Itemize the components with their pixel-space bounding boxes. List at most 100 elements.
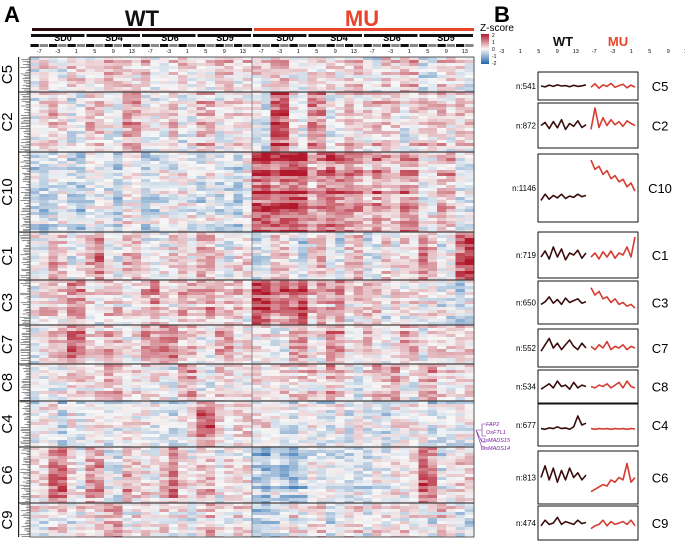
heatmap-cell bbox=[446, 277, 456, 281]
heatmap-cell bbox=[159, 292, 170, 296]
heatmap-cell bbox=[446, 319, 456, 323]
heatmap-cell bbox=[196, 218, 207, 222]
heatmap-cell bbox=[252, 119, 262, 123]
heatmap-cell bbox=[196, 212, 207, 216]
heatmap-cell bbox=[141, 84, 151, 88]
heatmap-cell bbox=[335, 307, 345, 311]
heatmap-cell bbox=[335, 113, 345, 117]
heatmap-cell bbox=[270, 355, 281, 359]
heatmap-cell bbox=[363, 286, 373, 290]
heatmap-cell bbox=[150, 283, 160, 287]
heatmap-cell bbox=[242, 304, 253, 308]
heatmap-cell bbox=[85, 95, 96, 99]
heatmap-cell bbox=[76, 340, 86, 344]
heatmap-cell bbox=[381, 173, 392, 177]
heatmap-cell bbox=[233, 90, 244, 93]
heatmap-cell bbox=[113, 84, 123, 88]
heatmap-cell bbox=[409, 307, 419, 311]
heatmap-cell bbox=[48, 66, 59, 70]
heatmap-cell bbox=[122, 84, 133, 88]
heatmap-cell bbox=[307, 84, 318, 88]
heatmap-cell bbox=[455, 119, 466, 123]
heatmap-cell bbox=[390, 167, 401, 171]
heatmap-cell bbox=[418, 343, 429, 347]
heatmap-cell bbox=[113, 304, 123, 308]
heatmap-cell bbox=[39, 304, 49, 308]
heatmap-cell bbox=[390, 352, 401, 356]
heatmap-cell bbox=[372, 125, 382, 129]
heatmap-cell bbox=[196, 161, 207, 165]
heatmap-cell bbox=[446, 191, 456, 195]
heatmap-cell bbox=[94, 268, 105, 272]
heatmap-cell bbox=[168, 200, 179, 204]
heatmap-cell bbox=[85, 161, 96, 165]
heatmap-cell bbox=[344, 122, 355, 126]
heatmap-cell bbox=[427, 161, 438, 165]
heatmap-cell bbox=[437, 298, 447, 302]
heatmap-cell bbox=[48, 87, 59, 91]
heatmap-cell bbox=[76, 238, 86, 242]
heatmap-cell bbox=[159, 283, 170, 287]
heatmap-cell bbox=[48, 206, 59, 210]
heatmap-cell bbox=[252, 230, 262, 233]
heatmap-cell bbox=[353, 319, 364, 323]
heatmap-cell bbox=[159, 215, 170, 219]
heatmap-cell bbox=[455, 98, 466, 102]
heatmap-cell bbox=[168, 265, 179, 269]
heatmap-cell bbox=[381, 268, 392, 272]
heatmap-cell bbox=[437, 197, 447, 201]
heatmap-cell bbox=[270, 289, 281, 293]
heatmap-cell bbox=[418, 307, 429, 311]
heatmap-cell bbox=[381, 60, 392, 64]
heatmap-cell bbox=[196, 134, 207, 138]
heatmap-cell bbox=[131, 283, 142, 287]
heatmap-cell bbox=[326, 256, 336, 260]
heatmap-cell bbox=[233, 179, 244, 183]
heatmap-cell bbox=[39, 182, 49, 186]
heatmap-cell bbox=[178, 349, 188, 353]
heatmap-cell bbox=[381, 349, 392, 353]
heatmap-cell bbox=[224, 69, 234, 73]
heatmap-cell bbox=[168, 346, 179, 350]
heatmap-cell bbox=[326, 241, 336, 245]
heatmap-cell bbox=[187, 152, 197, 156]
heatmap-cell bbox=[437, 119, 447, 123]
panel-a-label: A bbox=[4, 2, 20, 27]
heatmap-cell bbox=[372, 337, 382, 341]
heatmap-cell bbox=[196, 289, 207, 293]
heatmap-cell bbox=[215, 125, 225, 129]
heatmap-cell bbox=[57, 57, 68, 61]
heatmap-cell bbox=[233, 316, 244, 320]
heatmap-cell bbox=[178, 235, 188, 239]
heatmap-cell bbox=[270, 337, 281, 341]
heatmap-cell bbox=[168, 146, 179, 150]
heatmap-cell bbox=[261, 313, 271, 317]
heatmap-cell bbox=[464, 203, 475, 207]
heatmap-cell bbox=[289, 316, 299, 320]
heatmap-cell bbox=[316, 164, 327, 168]
heatmap-cell bbox=[48, 122, 59, 126]
heatmap-cell bbox=[390, 221, 401, 225]
heatmap-cell bbox=[113, 197, 123, 201]
heatmap-cell bbox=[205, 101, 216, 105]
heatmap-cell bbox=[363, 137, 373, 141]
heatmap-cell bbox=[289, 331, 299, 335]
heatmap-cell bbox=[289, 69, 299, 73]
heatmap-cell bbox=[57, 271, 68, 275]
heatmap-cell bbox=[242, 191, 253, 195]
heatmap-cell bbox=[85, 152, 96, 156]
heatmap-cell bbox=[363, 78, 373, 82]
heatmap-cell bbox=[57, 241, 68, 245]
heatmap-cell bbox=[363, 253, 373, 257]
heatmap-cell bbox=[67, 66, 77, 70]
heatmap-cell bbox=[196, 250, 207, 254]
heatmap-cell bbox=[57, 292, 68, 296]
heatmap-cell bbox=[372, 170, 382, 174]
heatmap-cell bbox=[205, 277, 216, 281]
heatmap-cell bbox=[455, 182, 466, 186]
heatmap-cell bbox=[67, 218, 77, 222]
heatmap-cell bbox=[400, 259, 410, 263]
heatmap-cell bbox=[427, 310, 438, 314]
column-bar bbox=[169, 44, 178, 47]
heatmap-cell bbox=[196, 92, 207, 96]
